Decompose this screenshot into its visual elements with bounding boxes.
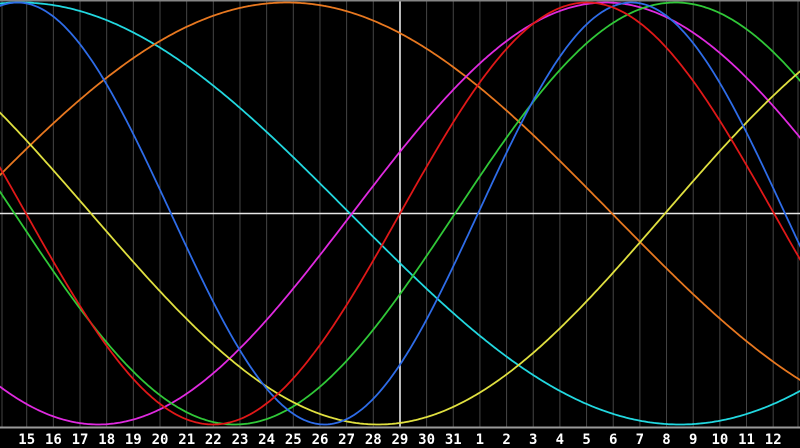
curve-green-wave: [0, 1, 800, 426]
day-label: 19: [125, 432, 142, 448]
day-label: 4: [556, 432, 564, 448]
day-label: 18: [98, 432, 115, 448]
day-label: 30: [418, 432, 435, 448]
day-label: 24: [258, 432, 275, 448]
day-label: 22: [205, 432, 222, 448]
day-label: 7: [636, 432, 644, 448]
curve-blue-wave: [0, 1, 800, 426]
day-label: 21: [178, 432, 195, 448]
day-label: 25: [285, 432, 302, 448]
day-label: 29: [391, 432, 408, 448]
day-label: 1: [476, 432, 484, 448]
day-label: 27: [338, 432, 355, 448]
day-label: 11: [738, 432, 755, 448]
day-label: 10: [711, 432, 728, 448]
day-label: 17: [72, 432, 89, 448]
curve-yellow-wave: [0, 70, 800, 426]
day-label: 16: [45, 432, 62, 448]
day-label: 8: [662, 432, 670, 448]
day-label: 9: [689, 432, 697, 448]
day-label: 20: [152, 432, 169, 448]
day-label: 2: [502, 432, 510, 448]
day-label: 6: [609, 432, 617, 448]
day-label: 31: [445, 432, 462, 448]
day-label: 28: [365, 432, 382, 448]
day-label: 12: [765, 432, 782, 448]
day-label: 15: [18, 432, 35, 448]
curve-red-wave: [0, 1, 800, 426]
day-label: 3: [529, 432, 537, 448]
curve-orange-wave: [0, 1, 800, 381]
day-label: 23: [232, 432, 249, 448]
curve-cyan-wave: [0, 1, 800, 426]
day-label: 5: [582, 432, 590, 448]
day-label: 26: [312, 432, 329, 448]
